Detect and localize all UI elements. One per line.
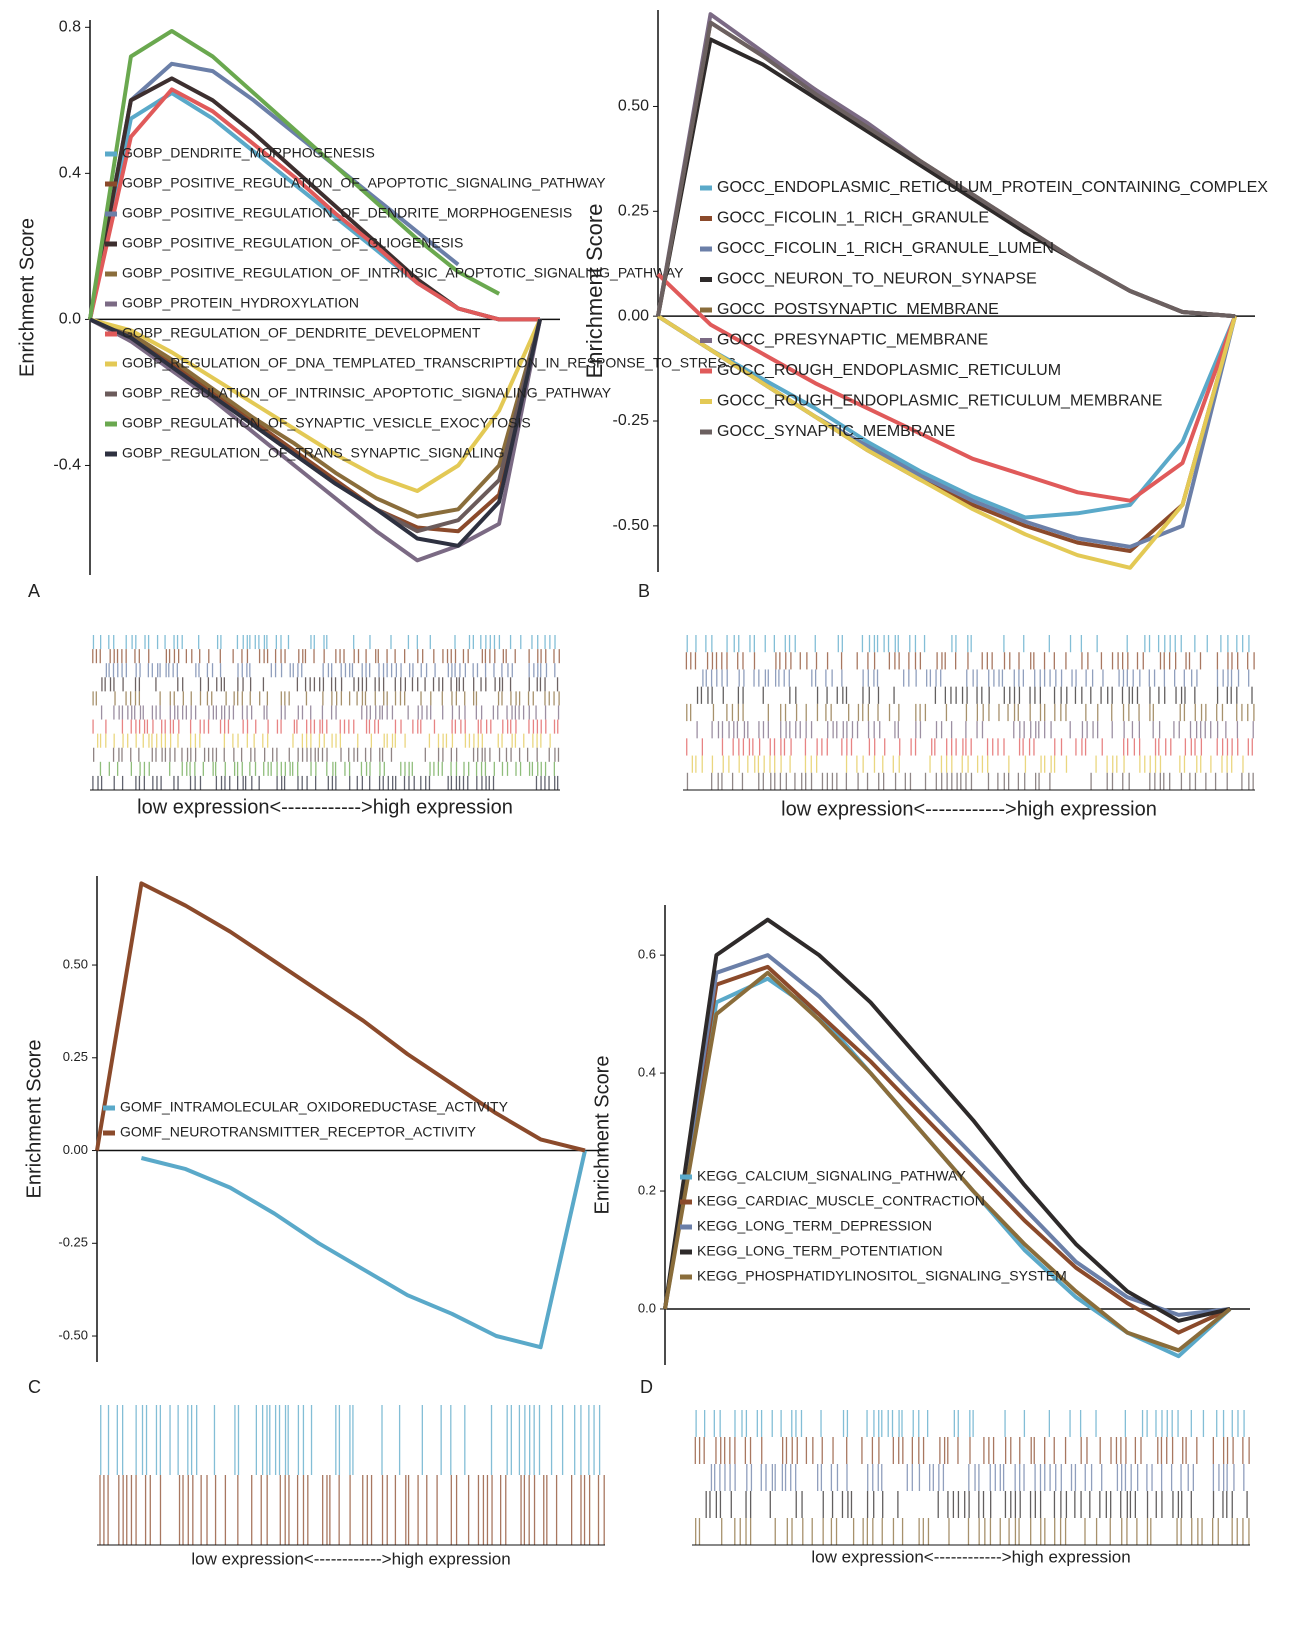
legend-label: KEGG_CARDIAC_MUSCLE_CONTRACTION — [697, 1193, 985, 1209]
legend-label: GOBP_PROTEIN_HYDROXYLATION — [122, 295, 359, 311]
legend-label: GOBP_POSITIVE_REGULATION_OF_INTRINSIC_AP… — [122, 265, 684, 281]
enrichment-line — [88, 87, 540, 322]
panel-label: D — [640, 1377, 653, 1397]
y-tick-label: -0.4 — [53, 457, 81, 474]
x-axis-title: low expression<------------>high express… — [137, 796, 513, 818]
y-axis-title: Enrichment Score — [582, 204, 607, 379]
panel-label: A — [28, 581, 40, 601]
legend-label: GOBP_POSITIVE_REGULATION_OF_GLIOGENESIS — [122, 235, 463, 251]
panel-label: C — [28, 1377, 41, 1397]
x-axis-title: low expression<------------>high express… — [781, 798, 1157, 820]
legend-label: KEGG_PHOSPHATIDYLINOSITOL_SIGNALING_SYST… — [697, 1268, 1067, 1284]
y-tick-label: 0.00 — [618, 307, 649, 324]
y-tick-label: 0.00 — [63, 1142, 88, 1157]
y-tick-label: -0.25 — [613, 412, 650, 429]
y-tick-label: 0.25 — [63, 1049, 88, 1064]
legend-label: GOCC_ENDOPLASMIC_RETICULUM_PROTEIN_CONTA… — [717, 179, 1268, 196]
y-axis-title: Enrichment Score — [591, 1056, 613, 1215]
legend-label: GOCC_ROUGH_ENDOPLASMIC_RETICULUM — [717, 362, 1061, 379]
x-axis-title: low expression<------------>high express… — [811, 1547, 1130, 1566]
legend-label: GOCC_POSTSYNAPTIC_MEMBRANE — [717, 301, 999, 318]
enrichment-line — [95, 881, 586, 1153]
y-tick-label: 0.8 — [59, 19, 81, 36]
legend-label: GOCC_ROUGH_ENDOPLASMIC_RETICULUM_MEMBRAN… — [717, 393, 1162, 410]
legend-label: GOBP_POSITIVE_REGULATION_OF_APOPTOTIC_SI… — [122, 175, 606, 191]
legend-label: GOBP_REGULATION_OF_TRANS_SYNAPTIC_SIGNAL… — [122, 445, 505, 461]
enrichment-line — [89, 317, 542, 534]
legend-label: GOBP_POSITIVE_REGULATION_OF_DENDRITE_MOR… — [122, 205, 572, 221]
enrichment-line — [89, 317, 542, 519]
enrichment-line — [89, 317, 542, 493]
enrichment-line — [656, 20, 1236, 319]
enrichment-line — [88, 29, 501, 320]
enrichment-line — [89, 317, 542, 563]
y-tick-label: 0.6 — [638, 947, 656, 962]
legend-label: GOBP_REGULATION_OF_DNA_TEMPLATED_TRANSCR… — [122, 355, 736, 371]
y-tick-label: 0.4 — [59, 165, 81, 182]
y-tick-label: 0.2 — [638, 1182, 656, 1197]
enrichment-line — [656, 272, 1237, 503]
legend-label: KEGG_CALCIUM_SIGNALING_PATHWAY — [697, 1168, 966, 1184]
y-tick-label: 0.50 — [618, 98, 649, 115]
panel-label: B — [638, 581, 650, 601]
y-tick-label: 0.0 — [638, 1300, 656, 1315]
legend-label: GOBP_REGULATION_OF_INTRINSIC_APOPTOTIC_S… — [122, 385, 612, 401]
legend-label: GOMF_NEUROTRANSMITTER_RECEPTOR_ACTIVITY — [120, 1124, 477, 1140]
y-tick-label: -0.25 — [58, 1235, 88, 1250]
y-tick-label: -0.50 — [613, 517, 650, 534]
y-tick-label: 0.50 — [63, 956, 88, 971]
y-axis-title: Enrichment Score — [23, 1040, 45, 1199]
enrichment-line — [656, 314, 1237, 570]
y-tick-label: 0.25 — [618, 203, 649, 220]
legend-label: GOCC_PRESYNAPTIC_MEMBRANE — [717, 332, 988, 349]
enrichment-line — [140, 1150, 587, 1350]
y-tick-label: 0.4 — [638, 1065, 656, 1080]
enrichment-line — [663, 970, 1232, 1353]
legend-label: GOMF_INTRAMOLECULAR_OXIDOREDUCTASE_ACTIV… — [120, 1099, 509, 1115]
y-axis-title: Enrichment Score — [16, 218, 38, 377]
legend-label: GOBP_REGULATION_OF_SYNAPTIC_VESICLE_EXOC… — [122, 415, 531, 431]
legend-label: GOCC_FICOLIN_1_RICH_GRANULE_LUMEN — [717, 240, 1054, 257]
enrichment-line — [88, 61, 460, 320]
enrichment-line — [89, 317, 542, 548]
y-tick-label: -0.50 — [58, 1327, 88, 1342]
enrichment-line — [663, 953, 1231, 1317]
legend-label: GOBP_REGULATION_OF_DENDRITE_DEVELOPMENT — [122, 325, 481, 341]
legend-label: GOCC_SYNAPTIC_MEMBRANE — [717, 423, 955, 440]
enrichment-line — [663, 917, 1231, 1323]
legend-label: GOCC_FICOLIN_1_RICH_GRANULE — [717, 210, 989, 227]
legend-label: KEGG_LONG_TERM_POTENTIATION — [697, 1243, 943, 1259]
legend-label: GOCC_NEURON_TO_NEURON_SYNAPSE — [717, 271, 1037, 288]
legend-label: KEGG_LONG_TERM_DEPRESSION — [697, 1218, 932, 1234]
y-tick-label: 0.0 — [59, 311, 81, 328]
x-axis-title: low expression<------------>high express… — [191, 1549, 510, 1568]
legend-label: GOBP_DENDRITE_MORPHOGENESIS — [122, 145, 375, 161]
enrichment-line — [663, 964, 1231, 1335]
